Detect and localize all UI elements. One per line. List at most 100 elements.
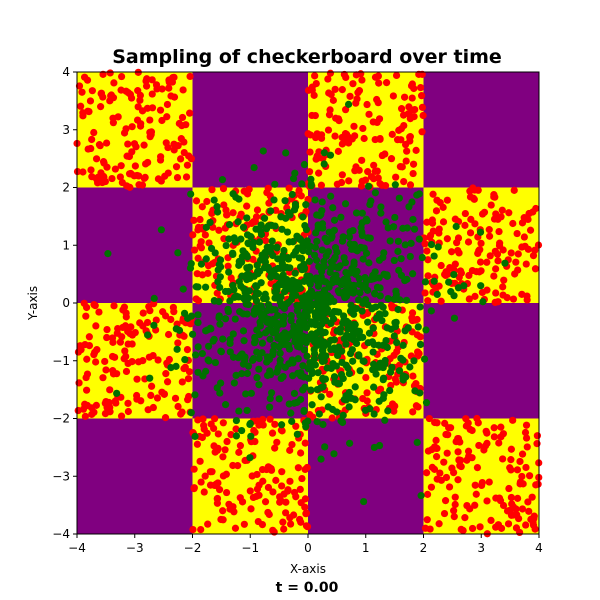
target-point <box>157 177 165 185</box>
sample-point <box>312 229 320 237</box>
target-point <box>324 75 332 83</box>
target-point <box>102 139 111 147</box>
target-point <box>263 189 271 197</box>
sample-point <box>379 376 387 384</box>
target-point <box>338 171 346 179</box>
sample-point <box>242 390 250 398</box>
sample-point <box>241 250 249 258</box>
target-point <box>248 472 256 480</box>
sample-point <box>300 346 308 354</box>
target-point <box>174 402 182 411</box>
target-point <box>83 386 91 394</box>
checker-cell-purple <box>77 418 193 534</box>
sample-point <box>267 389 276 397</box>
sample-point <box>293 232 301 240</box>
target-point <box>148 90 156 98</box>
sample-point <box>280 339 289 347</box>
target-point <box>427 483 436 491</box>
target-point <box>297 499 305 507</box>
target-point <box>198 203 206 211</box>
target-point <box>99 374 107 382</box>
target-point <box>246 487 254 495</box>
target-point <box>510 186 518 194</box>
target-point <box>73 167 82 176</box>
target-point <box>483 286 491 294</box>
target-point <box>192 197 201 205</box>
sample-point <box>402 296 411 304</box>
sample-point <box>215 298 223 306</box>
target-point <box>521 428 530 437</box>
sample-point <box>326 151 335 159</box>
target-point <box>467 215 475 223</box>
target-point <box>167 315 175 324</box>
target-point <box>363 100 371 109</box>
y-tick-label: 3 <box>62 123 70 137</box>
target-point <box>457 269 465 277</box>
sample-point <box>339 233 347 241</box>
target-point <box>457 525 465 534</box>
sample-point <box>289 372 297 380</box>
sample-point <box>292 291 300 300</box>
x-axis-label: X-axis <box>290 562 326 576</box>
sample-point <box>307 386 315 394</box>
target-point <box>443 449 451 457</box>
sample-point <box>350 261 358 269</box>
sample-point <box>305 248 313 256</box>
target-point <box>505 484 513 493</box>
target-point <box>306 148 314 156</box>
sample-point <box>338 418 347 427</box>
sample-point <box>150 294 158 303</box>
target-point <box>164 330 173 339</box>
target-point <box>483 258 491 266</box>
target-point <box>408 314 416 322</box>
target-point <box>529 252 538 260</box>
y-axis-label: Y-axis <box>26 286 40 321</box>
sample-point <box>216 320 224 328</box>
target-point <box>451 500 459 509</box>
target-point <box>148 104 157 112</box>
sample-point <box>243 369 252 378</box>
target-point <box>88 87 96 95</box>
sample-point <box>251 337 259 345</box>
target-point <box>136 91 144 99</box>
target-point <box>232 425 240 433</box>
sample-point <box>296 326 304 334</box>
sample-point <box>414 323 422 331</box>
sample-point <box>352 304 361 313</box>
sample-point <box>371 189 379 197</box>
sample-point <box>327 192 335 200</box>
target-point <box>87 166 95 174</box>
sample-point <box>320 286 329 294</box>
target-point <box>186 109 194 117</box>
target-point <box>273 438 281 446</box>
y-tick-label: −2 <box>52 412 70 426</box>
sample-point <box>311 196 319 204</box>
sample-point <box>280 288 289 296</box>
target-point <box>240 520 248 528</box>
target-point <box>78 88 86 96</box>
sample-point <box>349 357 357 365</box>
sample-point <box>313 417 321 426</box>
target-point <box>297 518 305 526</box>
sample-point <box>258 312 266 320</box>
sample-point <box>318 198 326 206</box>
sample-point <box>232 193 240 201</box>
target-point <box>468 524 477 533</box>
target-point <box>82 312 90 320</box>
sample-point <box>394 247 402 255</box>
target-point <box>143 75 151 83</box>
target-point <box>221 446 229 454</box>
sample-point <box>267 243 275 251</box>
sample-point <box>376 292 384 300</box>
sample-point <box>359 357 367 365</box>
sample-point <box>364 339 372 347</box>
sample-point <box>271 222 279 230</box>
target-point <box>523 292 531 300</box>
target-point <box>412 380 420 388</box>
target-point <box>492 265 500 273</box>
sample-point <box>194 343 202 351</box>
sample-point <box>416 303 424 311</box>
sample-point <box>247 389 255 397</box>
target-point <box>215 226 223 234</box>
